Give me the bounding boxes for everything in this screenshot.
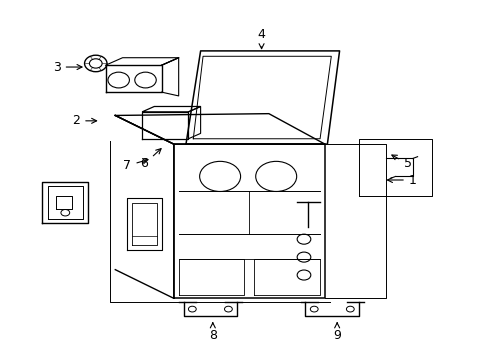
Text: 3: 3	[53, 60, 82, 73]
Text: 4: 4	[257, 28, 265, 49]
Text: 5: 5	[391, 155, 411, 170]
Text: 1: 1	[386, 174, 416, 186]
Text: 7: 7	[123, 159, 148, 172]
Text: 2: 2	[72, 114, 97, 127]
Text: 6: 6	[141, 149, 161, 170]
Text: 9: 9	[332, 323, 341, 342]
Text: 8: 8	[208, 323, 216, 342]
